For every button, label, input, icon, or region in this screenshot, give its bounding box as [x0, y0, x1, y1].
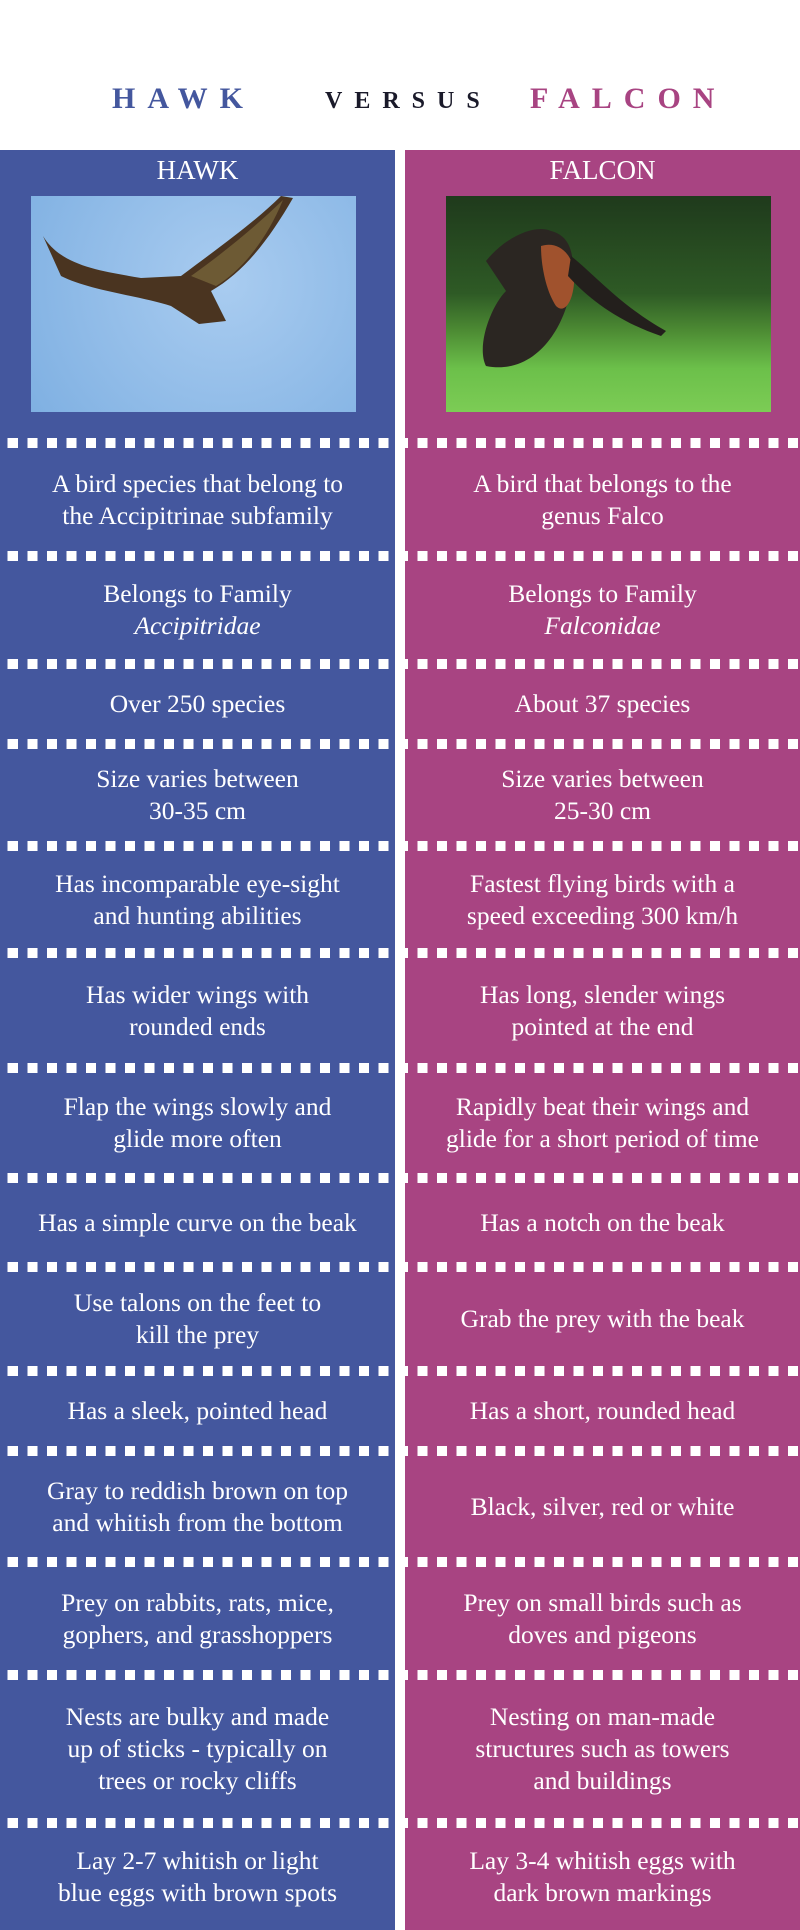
hawk-row-12: Prey on rabbits, rats, mice, gophers, an…	[0, 1567, 395, 1670]
title-versus: VERSUS	[325, 88, 492, 114]
hawk-text: A bird species that belong to the Accipi…	[51, 468, 344, 530]
hawk-photo	[31, 196, 356, 412]
dotted-divider	[0, 659, 800, 669]
dotted-divider	[0, 438, 800, 448]
falcon-text: Rapidly beat their wings and glide for a…	[446, 1092, 759, 1153]
falcon-row-13: Nesting on man-made structures such as t…	[405, 1680, 800, 1818]
hawk-row-4: Size varies between 30-35 cm	[0, 749, 395, 841]
hawk-row-11: Gray to reddish brown on top and whitish…	[0, 1456, 395, 1557]
hawk-text: Flap the wings slowly and glide more oft…	[63, 1092, 332, 1153]
falcon-text: Lay 3-4 whitish eggs with dark brown mar…	[469, 1845, 736, 1907]
hawk-text: Has incomparable eye-sight and hunting a…	[55, 868, 340, 930]
hawk-row-9: Use talons on the feet to kill the prey	[0, 1272, 395, 1366]
falcon-row-10: Has a short, rounded head	[405, 1376, 800, 1446]
hawk-row-6: Has wider wings with rounded ends	[0, 958, 395, 1063]
falcon-text: About 37 species	[514, 689, 691, 718]
hawk-row-13: Nests are bulky and made up of sticks - …	[0, 1680, 395, 1818]
dotted-divider	[0, 1446, 800, 1456]
hawk-text: Prey on rabbits, rats, mice, gophers, an…	[61, 1587, 334, 1649]
title-hawk: HAWK	[112, 82, 256, 115]
falcon-text: Prey on small birds such as doves and pi…	[463, 1587, 742, 1649]
hawk-row-8: Has a simple curve on the beak	[0, 1183, 395, 1262]
falcon-row-7: Rapidly beat their wings and glide for a…	[405, 1073, 800, 1173]
falcon-text: Fastest flying birds with a speed exceed…	[466, 868, 739, 930]
falcon-row-8: Has a notch on the beak	[405, 1183, 800, 1262]
hawk-text: Nests are bulky and made up of sticks - …	[65, 1702, 330, 1795]
falcon-row-12: Prey on small birds such as doves and pi…	[405, 1567, 800, 1670]
hawk-text: Has a simple curve on the beak	[38, 1207, 357, 1237]
dotted-divider	[0, 739, 800, 749]
falcon-family-name: Falconidae	[544, 611, 661, 640]
falcon-row-3: About 37 species	[405, 669, 800, 739]
hawk-text: Has wider wings with rounded ends	[85, 979, 310, 1041]
falcon-text: Has long, slender wings pointed at the e…	[479, 979, 726, 1041]
falcon-row-1: A bird that belongs to the genus Falco	[405, 448, 800, 551]
falcon-text: Belongs to Family	[508, 579, 697, 608]
falcon-text: Has a short, rounded head	[469, 1396, 736, 1425]
falcon-row-11: Black, silver, red or white	[405, 1456, 800, 1557]
dotted-divider	[0, 841, 800, 851]
dotted-divider	[0, 948, 800, 958]
hawk-text: Size varies between 30-35 cm	[96, 764, 299, 825]
falcon-text: Has a notch on the beak	[480, 1207, 725, 1237]
dotted-divider	[0, 1173, 800, 1183]
hawk-row-3: Over 250 species	[0, 669, 395, 739]
falcon-text: Black, silver, red or white	[470, 1491, 735, 1521]
hawk-text: Over 250 species	[109, 689, 286, 718]
hawk-row-14: Lay 2-7 whitish or light blue eggs with …	[0, 1828, 395, 1925]
hawk-text: Use talons on the feet to kill the prey	[73, 1288, 322, 1349]
falcon-row-5: Fastest flying birds with a speed exceed…	[405, 851, 800, 948]
hawk-text: Gray to reddish brown on top and whitish…	[47, 1475, 348, 1537]
falcon-row-2: Belongs to Family Falconidae	[405, 561, 800, 659]
falcon-text: Nesting on man-made structures such as t…	[475, 1702, 730, 1795]
title-falcon: FALCON	[530, 82, 727, 115]
hawk-text: Lay 2-7 whitish or light blue eggs with …	[57, 1845, 338, 1907]
falcon-row-9: Grab the prey with the beak	[405, 1272, 800, 1366]
falcon-row-6: Has long, slender wings pointed at the e…	[405, 958, 800, 1063]
falcon-text: A bird that belongs to the genus Falco	[473, 468, 732, 530]
hawk-row-7: Flap the wings slowly and glide more oft…	[0, 1073, 395, 1173]
hawk-row-10: Has a sleek, pointed head	[0, 1376, 395, 1446]
dotted-divider	[0, 1818, 800, 1828]
falcon-row-14: Lay 3-4 whitish eggs with dark brown mar…	[405, 1828, 800, 1925]
dotted-divider	[0, 1366, 800, 1376]
falcon-column-title: FALCON	[549, 155, 656, 185]
hawk-text: Has a sleek, pointed head	[67, 1396, 328, 1425]
falcon-text: Grab the prey with the beak	[460, 1304, 745, 1333]
hawk-family-name: Accipitridae	[134, 611, 261, 640]
hawk-row-1: A bird species that belong to the Accipi…	[0, 448, 395, 551]
falcon-photo	[446, 196, 771, 412]
dotted-divider	[0, 1670, 800, 1680]
dotted-divider	[0, 551, 800, 561]
hawk-column-title: HAWK	[156, 155, 239, 185]
dotted-divider	[0, 1262, 800, 1272]
hawk-row-2: Belongs to Family Accipitridae	[0, 561, 395, 659]
hawk-row-5: Has incomparable eye-sight and hunting a…	[0, 851, 395, 948]
falcon-row-4: Size varies between 25-30 cm	[405, 749, 800, 841]
dotted-divider	[0, 1557, 800, 1567]
dotted-divider	[0, 1063, 800, 1073]
hawk-text: Belongs to Family	[103, 579, 292, 608]
falcon-text: Size varies between 25-30 cm	[501, 764, 704, 825]
